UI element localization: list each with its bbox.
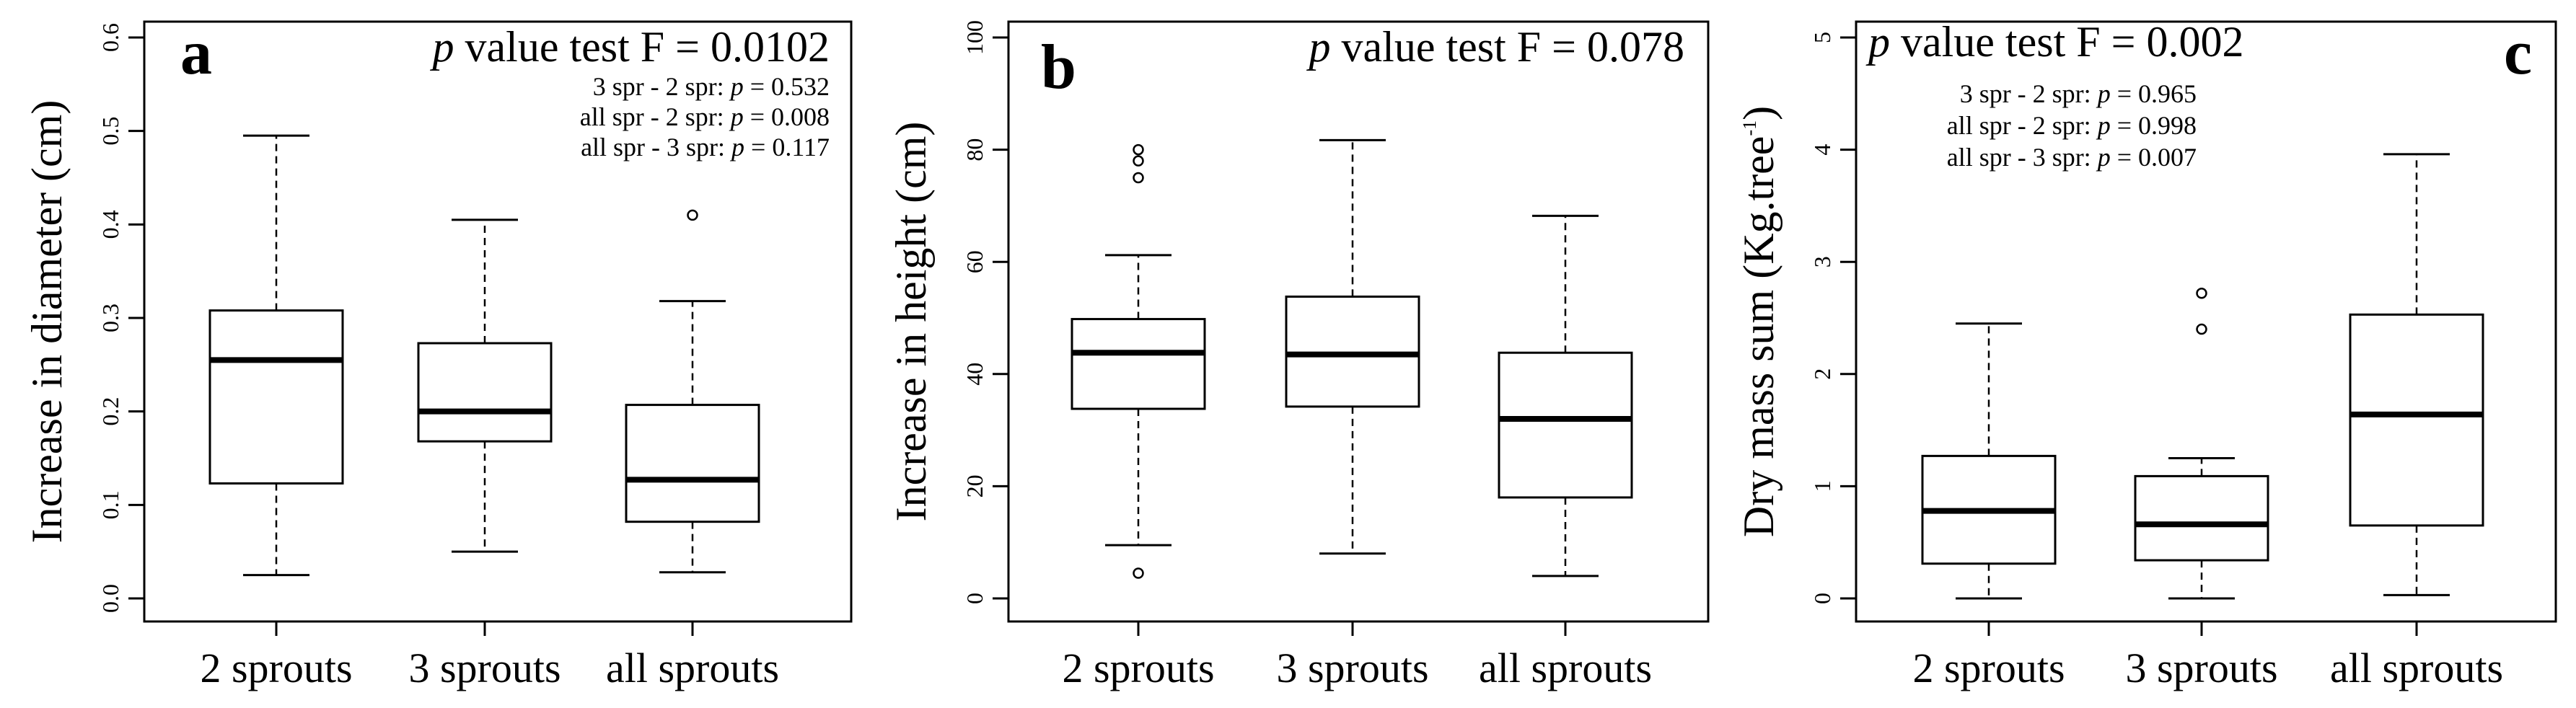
panel-c-ftest-text: p value test F = 0.002 [1865, 18, 2243, 66]
panel-b-category-label: all sprouts [1479, 645, 1652, 691]
panel-c-ytick-label: 2 [1809, 368, 1835, 380]
panel-c-ytick-label: 1 [1809, 480, 1835, 492]
panel-b-ytick-label: 20 [962, 474, 988, 497]
panel-a-pairwise-2: all spr - 2 spr: p = 0.008 [580, 102, 830, 131]
panel-b-frame [1007, 20, 1710, 623]
panel-c-box-2-outlier [2196, 323, 2207, 335]
panel-a-box-2-iqr-box [417, 342, 553, 443]
panel-c: Dry mass sum (Kg.tree-1) c p value test … [1735, 18, 2557, 623]
panel-c-ytick-label: 3 [1809, 256, 1835, 267]
panel-a-ytick-label: 0.5 [97, 117, 123, 146]
panel-a-box-3-outlier [687, 209, 698, 221]
panel-b-ytick-label: 80 [962, 138, 988, 161]
panel-c-pairwise-2: all spr - 2 spr: p = 0.998 [1947, 111, 2197, 140]
panel-c-box-2-iqr-box [2134, 474, 2269, 562]
panel-a-ytick-label: 0.2 [97, 397, 123, 426]
panel-a-ytick-label: 0.1 [97, 490, 123, 519]
panel-a-box-1-iqr-box [208, 309, 344, 485]
panel-c-marks: 0 1 2 3 4 5 2 sprouts 3 sprouts all sprouts [1809, 32, 2503, 691]
panel-a-ylabel: Increase in diameter (cm) [23, 100, 71, 544]
panel-b-marks: 0 20 40 60 80 100 2 sprouts 3 sprouts all sprout… [962, 20, 1652, 691]
panel-a-ytick-label: 0.6 [97, 23, 123, 52]
panel-c-ylabel: Dry mass sum (Kg.tree-1) [1735, 106, 1782, 537]
panel-b-box-1-iqr-box [1071, 318, 1206, 410]
panel-b-ytick-label: 0 [962, 593, 988, 604]
panel-b-box-1-outlier [1133, 567, 1144, 579]
panel-b-letter: b [1041, 32, 1076, 102]
panel-c-pairwise-3: all spr - 3 spr: p = 0.007 [1947, 143, 2197, 172]
panel-b-ytick-label: 100 [962, 20, 988, 55]
panel-b-box-1-outlier [1133, 172, 1144, 184]
panel-b-category-label: 3 sprouts [1276, 645, 1428, 691]
panel-a: Increase in diameter (cm) a p value test… [23, 18, 853, 623]
panel-a-marks: 0.0 0.1 0.2 0.3 0.4 0.5 0.6 2 sprouts 3 sprouts a… [97, 23, 779, 691]
panel-a-ftest-text: p value test F = 0.0102 [430, 23, 830, 71]
panel-b-box-1-outlier [1133, 143, 1144, 156]
panel-a-pairwise-1: 3 spr - 2 spr: p = 0.532 [593, 72, 830, 101]
panel-c-frame [1855, 20, 2557, 623]
panel-b-ftest-text: p value test F = 0.078 [1306, 23, 1684, 71]
panel-a-letter: a [180, 18, 212, 88]
panel-c-category-label: 2 sprouts [1912, 645, 2065, 691]
panel-a-category-label: 3 sprouts [408, 645, 561, 691]
panel-c-box-3-iqr-box [2349, 313, 2484, 527]
panel-a-box-3-iqr-box [625, 404, 760, 523]
panel-c-letter: c [2504, 18, 2532, 88]
panel-c-pairwise-1: 3 spr - 2 spr: p = 0.965 [1960, 79, 2197, 108]
panel-b-ytick-label: 60 [962, 250, 988, 273]
panel-c-ytick-label: 5 [1809, 32, 1835, 43]
panel-b-ytick-label: 40 [962, 363, 988, 386]
panel-a-frame [143, 20, 853, 623]
panel-a-pairwise-3: all spr - 3 spr: p = 0.117 [581, 133, 830, 161]
panel-b: Increase in height (cm) b p value test F… [887, 20, 1710, 623]
panel-c-ytick-label: 4 [1809, 144, 1835, 156]
panel-c-ytick-label: 0 [1809, 593, 1835, 604]
panel-c-category-label: 3 sprouts [2125, 645, 2277, 691]
panel-c-box-2-outlier [2196, 288, 2207, 299]
panel-a-category-label: 2 sprouts [200, 645, 352, 691]
panel-a-ytick-label: 0.3 [97, 304, 123, 332]
panel-b-box-3-iqr-box [1498, 351, 1633, 499]
panel-b-box-1-outlier [1133, 155, 1144, 167]
panel-a-ytick-label: 0.4 [97, 210, 123, 239]
panel-c-category-label: all sprouts [2330, 645, 2503, 691]
panel-a-category-label: all sprouts [606, 645, 779, 691]
panel-b-ylabel: Increase in height (cm) [887, 122, 935, 522]
panel-b-category-label: 2 sprouts [1062, 645, 1214, 691]
panel-a-ytick-label: 0.0 [97, 584, 123, 613]
